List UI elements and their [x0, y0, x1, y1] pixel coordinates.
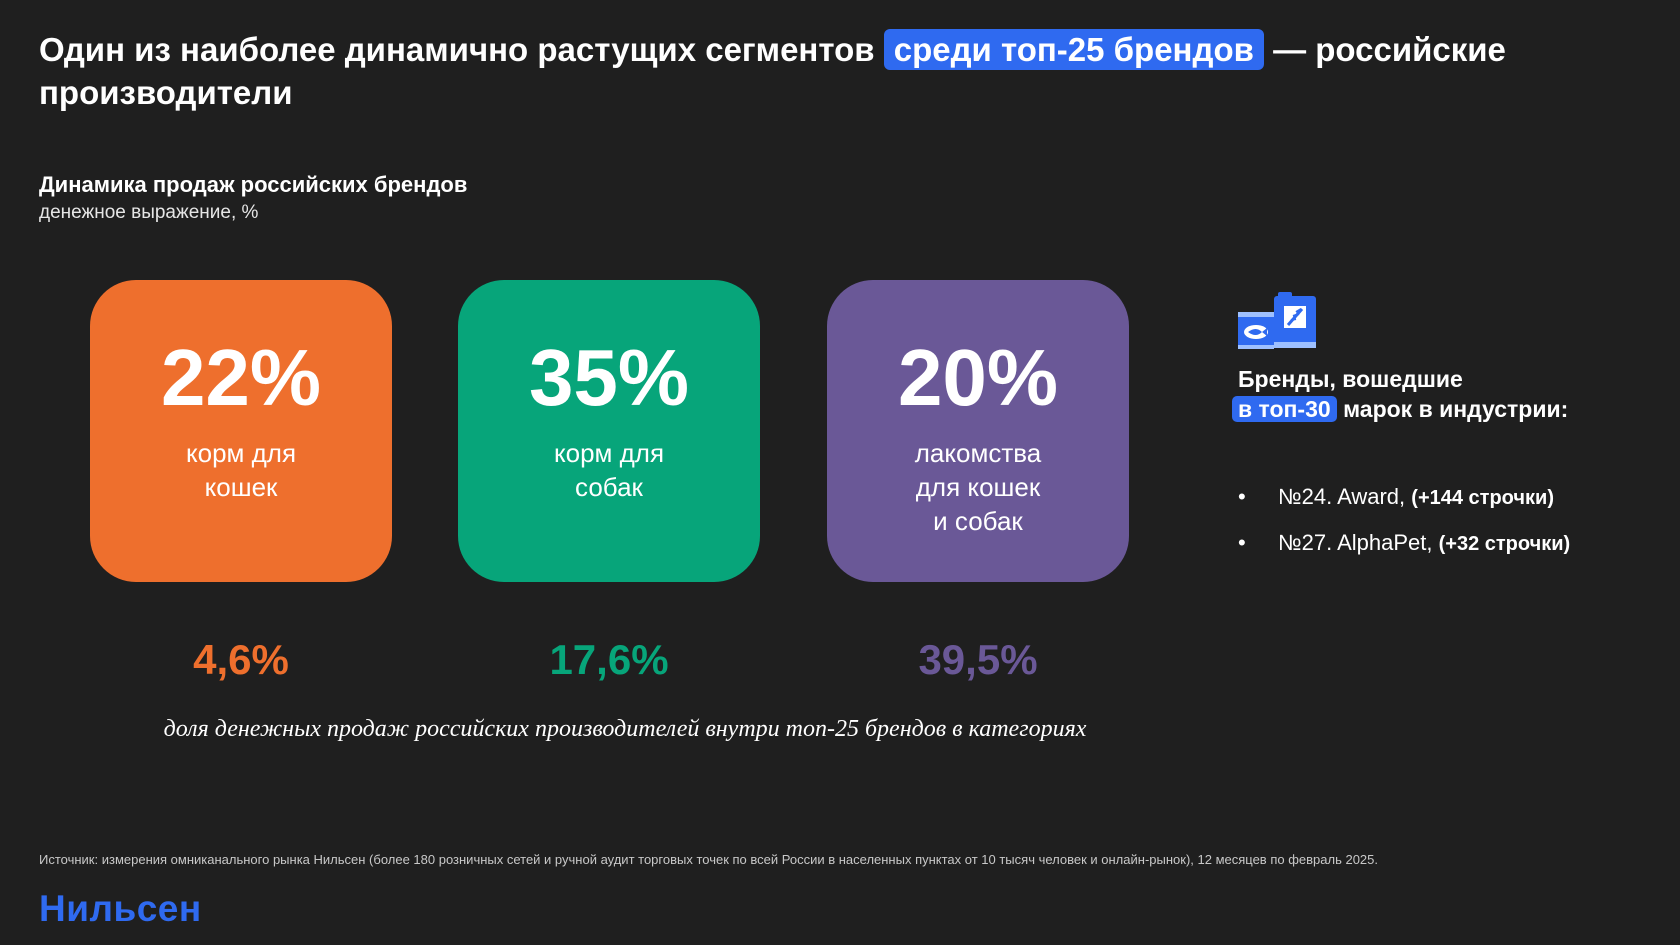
title-highlight: среди топ-25 брендов	[883, 29, 1264, 70]
chart-title: Динамика продаж российских брендов	[39, 172, 468, 197]
chart-header: Динамика продаж российских брендов денеж…	[39, 172, 467, 224]
card-label: корм для собак	[553, 438, 665, 502]
card-treats: 20% лакомства для кошек и собак	[827, 280, 1129, 582]
card-value: 35%	[528, 333, 690, 422]
brand-name: №27. AlphaPet,	[1278, 530, 1433, 555]
card-label: корм для кошек	[185, 438, 297, 502]
brand-delta: (+144 строчки)	[1411, 487, 1554, 509]
nielsen-logo: Нильсен	[39, 888, 202, 929]
card-label: лакомства для кошек и собак	[914, 438, 1042, 536]
share-treats: 39,5%	[918, 636, 1038, 683]
page-title: Один из наиболее динамично растущих сегм…	[39, 28, 1639, 114]
brands-heading: Бренды, вошедшие в топ-30 марок в индуст…	[1232, 364, 1569, 424]
brands-heading-rest: марок в индустрии:	[1343, 396, 1569, 422]
chart-subtitle: денежное выражение, %	[39, 202, 259, 223]
brand-list: №24. Award, (+144 строчки) №27. AlphaPet…	[1238, 484, 1570, 576]
title-part-2: — российские производители	[39, 31, 1506, 111]
share-caption: доля денежных продаж российских производ…	[163, 716, 1087, 742]
brands-heading-highlight: в топ-30	[1232, 396, 1337, 422]
title-part-1: Один из наиболее динамично растущих сегм…	[39, 31, 875, 68]
card-value: 22%	[160, 333, 322, 422]
share-dog-food: 17,6%	[549, 636, 669, 683]
source-note: Источник: измерения омниканального рынка…	[39, 852, 1378, 867]
list-item: №24. Award, (+144 строчки)	[1238, 484, 1570, 511]
card-value: 20%	[897, 333, 1059, 422]
card-cat-food: 22% корм для кошек	[90, 280, 392, 582]
pet-food-can-icon	[1238, 292, 1316, 349]
brand-name: №24. Award,	[1278, 484, 1406, 509]
share-cat-food: 4,6%	[193, 636, 289, 683]
brands-heading-line1: Бренды, вошедшие	[1238, 366, 1463, 392]
list-item: №27. AlphaPet, (+32 строчки)	[1238, 530, 1570, 557]
card-dog-food: 35% корм для собак	[458, 280, 760, 582]
brand-delta: (+32 строчки)	[1438, 533, 1571, 555]
